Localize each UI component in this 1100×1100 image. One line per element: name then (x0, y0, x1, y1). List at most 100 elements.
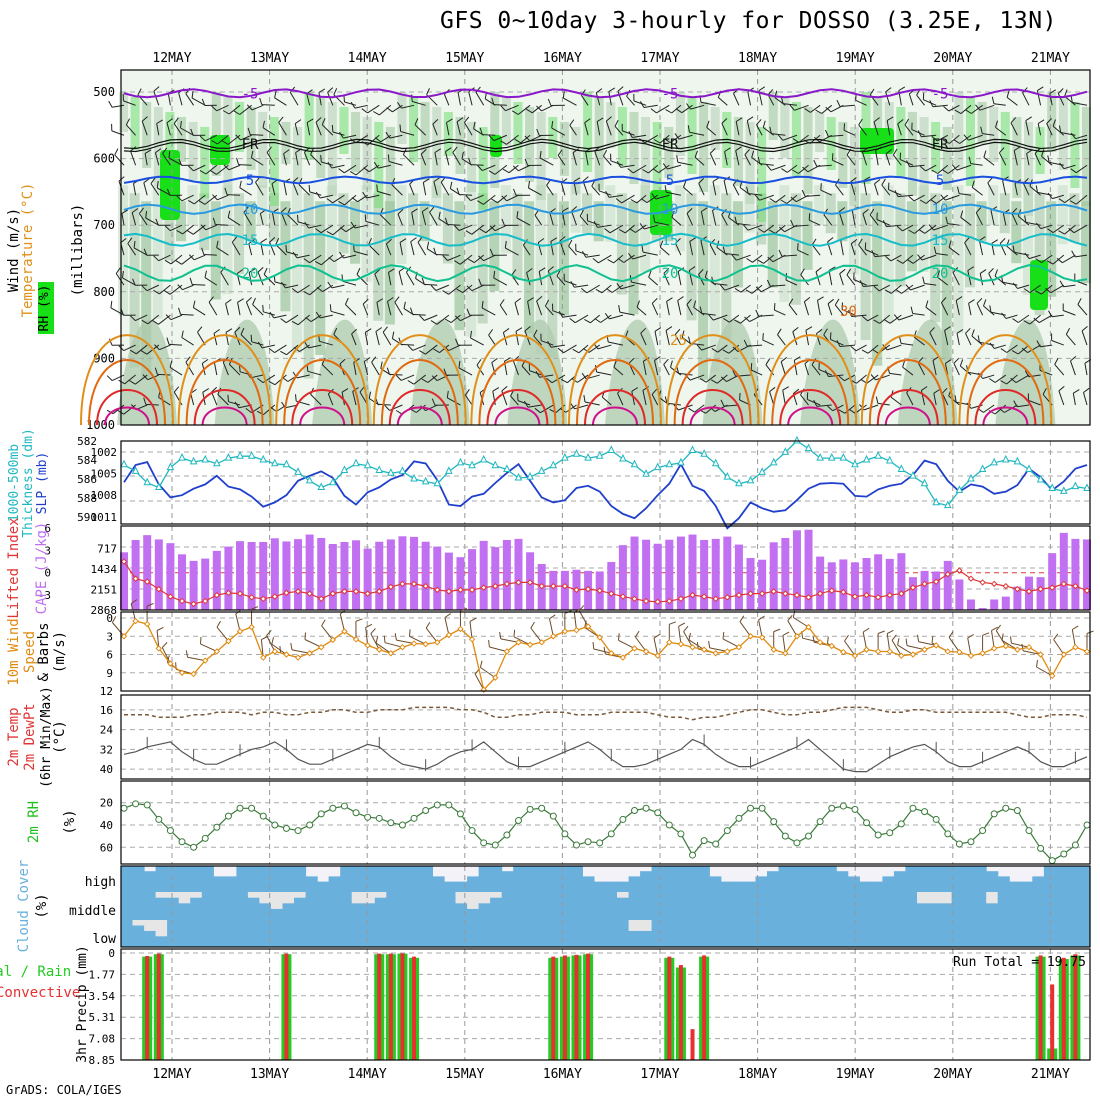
upper-wind-barb (176, 195, 183, 202)
upper-wind-barb (424, 283, 438, 286)
upper-wind-barb (457, 92, 461, 106)
rh-shade (1000, 111, 1010, 180)
thickness-point (619, 453, 627, 462)
upper-wind-barb (862, 213, 868, 226)
upper-wind-barb (332, 131, 345, 136)
upper-wind-barb (688, 336, 691, 344)
cloud-cell (513, 866, 526, 892)
upper-wind-barb (670, 360, 673, 368)
rh-shade (1022, 185, 1033, 295)
rh-shade (431, 185, 442, 226)
cloud-cell (490, 866, 503, 892)
upper-wind-barb (747, 224, 763, 231)
cloud-cell (997, 920, 1010, 947)
upper-wind-barb (167, 93, 171, 106)
upper-wind-barb (874, 254, 890, 258)
wind-speed-point (271, 648, 279, 655)
upper-wind-barb (609, 194, 623, 198)
upper-wind-barb (280, 207, 287, 213)
rh2m-point (491, 841, 499, 849)
upper-wind-barb (326, 198, 333, 204)
lifted-index-point (143, 578, 151, 585)
upper-wind-barb (909, 164, 925, 168)
upper-wind-barb (711, 347, 718, 353)
upper-wind-barb (919, 199, 927, 204)
surface-wind-barb (897, 644, 914, 655)
upper-wind-barb (999, 238, 1006, 244)
date-label-bottom: 19MAY (836, 1067, 875, 1082)
upper-wind-barb (758, 86, 765, 92)
surface-wind-barb (758, 619, 763, 638)
upper-wind-barb (221, 140, 229, 145)
lifted-index-point (352, 588, 360, 595)
upper-wind-barb (861, 151, 868, 166)
upper-wind-barb (632, 164, 647, 174)
upper-wind-barb (506, 134, 519, 145)
upper-wind-barb (434, 152, 438, 166)
rh-shade (802, 201, 813, 270)
thickness-point (769, 457, 778, 466)
rh2m-point (607, 830, 615, 838)
upper-wind-barb (315, 117, 322, 123)
rh-shade (918, 185, 929, 273)
upper-wind-barb (191, 91, 194, 99)
surface-wind-barb (578, 610, 589, 627)
lifted-index-point (689, 591, 696, 599)
upper-wind-barb (596, 371, 612, 376)
upper-wind-barb (133, 240, 136, 248)
upper-wind-barb (1037, 123, 1042, 136)
surface-wind-barb (444, 613, 451, 618)
cloud-cell (686, 920, 699, 947)
thickness-point (642, 469, 650, 477)
upper-wind-barb (377, 403, 391, 406)
upper-wind-barb (156, 181, 159, 189)
rh2m-point (955, 840, 963, 848)
upper-wind-barb (817, 300, 821, 316)
cape-bar (479, 540, 488, 610)
thickness-point (874, 451, 882, 459)
rh-shade (130, 96, 140, 150)
upper-wind-barb (689, 241, 694, 256)
upper-wind-barb (268, 347, 275, 354)
upper-wind-barb (990, 210, 995, 226)
surface-wind-barb (758, 615, 765, 621)
upper-wind-barb (144, 149, 152, 154)
cloud-cell (570, 892, 583, 920)
upper-wind-barb (955, 296, 963, 301)
upper-wind-barb (547, 98, 552, 106)
cloud-cell (513, 892, 526, 920)
cloud-cell (824, 892, 837, 920)
rh2m-point (723, 827, 731, 835)
cloud-cell (259, 920, 272, 947)
upper-wind-barb (321, 254, 334, 266)
upper-wind-barb (363, 361, 369, 376)
cloud-cell (455, 920, 468, 947)
precip-conv-bar (1073, 954, 1078, 1060)
upper-wind-barb (924, 283, 937, 286)
upper-wind-barb (436, 314, 450, 325)
upper-wind-barb (571, 206, 578, 212)
upper-wind-barb (462, 284, 473, 293)
upper-wind-barb (296, 254, 310, 259)
sounding-panel (120, 69, 1091, 426)
wind-speed-point (410, 640, 418, 647)
upper-wind-barb (523, 400, 529, 408)
upper-wind-barb (527, 404, 542, 408)
upper-wind-barb (603, 155, 612, 166)
upper-wind-barb (426, 88, 430, 95)
date-label-top: 19MAY (836, 51, 875, 66)
surface-wind-barb (948, 631, 954, 638)
wind-speed-point (445, 631, 453, 639)
upper-wind-barb (1064, 95, 1076, 106)
cloud-cell (155, 897, 168, 920)
thickness-point (885, 455, 894, 464)
upper-wind-barb (1070, 168, 1077, 174)
upper-wind-barb (991, 239, 998, 244)
upper-wind-barb (1075, 254, 1088, 258)
surface-wind-barb (897, 638, 900, 646)
upper-wind-barb (524, 158, 529, 166)
upper-wind-barb (314, 260, 322, 266)
isotherm-label: 30 (840, 304, 857, 320)
upper-wind-barb (948, 240, 952, 248)
cape-bar (769, 542, 778, 610)
